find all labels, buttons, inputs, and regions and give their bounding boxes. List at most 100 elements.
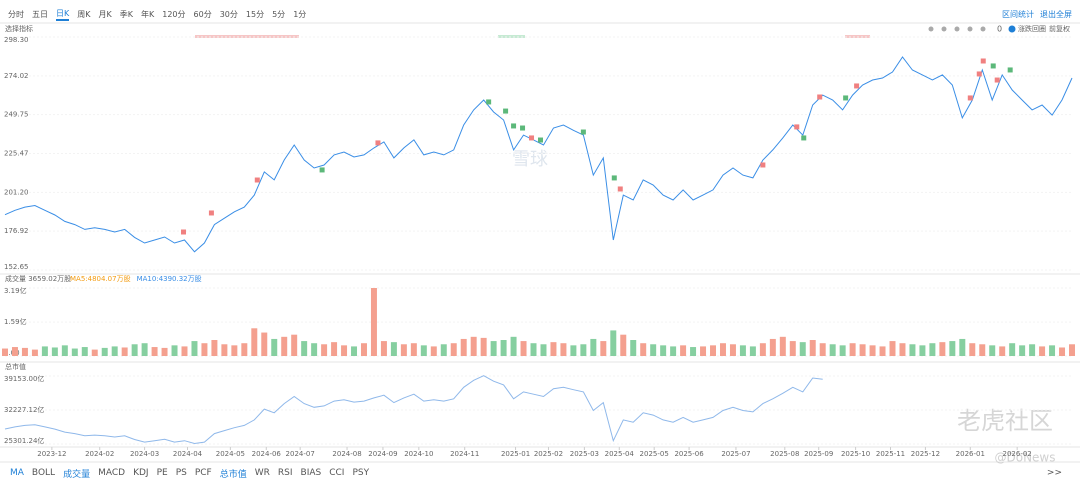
indicator-tab[interactable]: 成交量 [63, 469, 91, 480]
volume-bar [410, 343, 417, 356]
volume-bar [630, 340, 637, 356]
x-tick-label: 2025-10 [841, 450, 870, 458]
control-adjust[interactable]: 前复权 [1049, 24, 1070, 33]
panel-title: 成交量 3659.02万股 [5, 274, 71, 283]
volume-bar [859, 344, 866, 356]
x-tick-label: 2026-01 [956, 450, 985, 458]
period-toolbar: 分时 五日 日K 周K 月K 季K 年K 120分 60分 30分 15分 5分 1分 [0, 6, 1080, 22]
period-tab[interactable]: 60分 [193, 9, 212, 19]
period-tab[interactable]: 分时 [8, 9, 24, 19]
period-tab[interactable]: 120分 [162, 9, 186, 19]
signal-marker [511, 123, 517, 129]
volume-bar [650, 344, 657, 356]
indicator-tab[interactable]: MA [10, 468, 24, 478]
period-tab[interactable]: 30分 [219, 9, 238, 19]
y-tick-label: 39153.00亿 [4, 374, 44, 383]
volume-bar [510, 336, 517, 356]
period-tab[interactable]: 月K [98, 9, 112, 19]
indicator-tab[interactable]: PS [175, 468, 187, 478]
x-tick-label: 2025-09 [804, 450, 833, 458]
volume-bar [610, 330, 617, 356]
volume-bar [131, 344, 138, 356]
legend-label: MA5:4804.07万股 [70, 275, 131, 283]
period-tab[interactable]: 1分 [293, 9, 307, 19]
volume-bar [979, 344, 986, 356]
volume-bar [390, 342, 397, 356]
volume-bar [91, 349, 98, 356]
volume-bar [540, 344, 547, 356]
action-link[interactable]: 区间统计 [1002, 10, 1034, 19]
signal-marker [611, 175, 617, 181]
x-tick-label: 2024-05 [216, 450, 245, 458]
volume-bar [929, 343, 936, 356]
indicator-tab[interactable]: CCI [329, 468, 345, 478]
volume-bar [719, 343, 726, 356]
y-tick-label: 0.00 [4, 349, 20, 357]
signal-marker [994, 77, 1000, 83]
x-tick-label: 2025-01 [501, 450, 530, 458]
period-tab[interactable]: 五日 [32, 9, 48, 19]
signal-marker [967, 95, 973, 101]
volume-bar [331, 342, 338, 356]
control-toggle[interactable]: 涨跌回圈 [1018, 24, 1046, 33]
volume-bar [520, 341, 527, 356]
x-tick-label: 2025-04 [605, 450, 635, 458]
indicator-tab[interactable]: MACD [98, 468, 126, 478]
volume-bar [31, 349, 38, 356]
signal-marker [486, 99, 492, 105]
indicator-tab[interactable]: BOLL [31, 468, 56, 478]
signal-marker [976, 71, 982, 77]
volume-bar [1029, 344, 1036, 356]
volume-bar [291, 334, 298, 356]
checkbox[interactable] [1008, 25, 1016, 33]
signal-marker [375, 140, 381, 146]
indicator-tab[interactable]: WR [254, 468, 270, 478]
watermark: 老虎社区 [957, 407, 1053, 435]
indicator-tab[interactable]: BIAS [300, 468, 322, 478]
volume-bar [351, 346, 358, 356]
indicator-tab[interactable]: RSI [277, 468, 293, 478]
x-tick-label: 2025-08 [770, 450, 799, 458]
period-tab[interactable]: 日K [56, 8, 70, 21]
volume-bar [460, 338, 467, 356]
volume-bar [400, 344, 407, 356]
period-tab[interactable]: 15分 [245, 9, 265, 19]
volume-bar [710, 345, 717, 356]
control-count[interactable]: 0 [997, 25, 1002, 34]
indicator-tab[interactable]: PSY [352, 468, 370, 478]
price-line [4, 375, 823, 445]
volume-bar [1039, 346, 1046, 356]
indicator-tabs: MA BOLL 成交量 MACD KDJ PE PS PCF 总市值 WR RSI BIAS CCI PS… [0, 466, 1080, 480]
volume-bar [380, 341, 387, 356]
more-button[interactable]: >> [1046, 468, 1062, 478]
signal-marker [854, 83, 860, 89]
period-tab[interactable]: 5分 [272, 9, 286, 19]
indicator-tab[interactable]: 总市值 [219, 469, 247, 480]
x-tick-label: 2023-12 [37, 450, 66, 458]
volume-bar [271, 338, 278, 356]
volume-bar [11, 347, 18, 356]
volume-bar [729, 344, 736, 356]
volume-bar [560, 343, 567, 356]
x-tick-label: 2024-09 [368, 450, 397, 458]
period-tab[interactable]: 周K [77, 9, 91, 19]
y-tick-label: 3.19亿 [4, 286, 27, 295]
action-link[interactable]: 退出全屏 [1040, 10, 1072, 19]
indicator-tab[interactable]: PCF [194, 468, 212, 478]
x-tick-label: 2024-04 [173, 450, 203, 458]
volume-bar [440, 344, 447, 356]
volume-bar [181, 346, 188, 356]
volume-bar [620, 334, 627, 356]
volume-bar [690, 347, 697, 356]
volume-bar [490, 341, 497, 356]
indicator-tab[interactable]: PE [156, 468, 168, 478]
indicator-tab[interactable]: KDJ [133, 468, 149, 478]
period-tab[interactable]: 年K [141, 9, 155, 19]
signal-marker [817, 94, 823, 100]
period-tab[interactable]: 季K [119, 9, 133, 19]
y-tick-label: 32227.12亿 [4, 405, 44, 414]
volume-bar [231, 345, 238, 356]
volume-bar [151, 347, 158, 356]
y-tick-label: 249.75 [4, 111, 29, 119]
volume-bar [141, 343, 148, 356]
